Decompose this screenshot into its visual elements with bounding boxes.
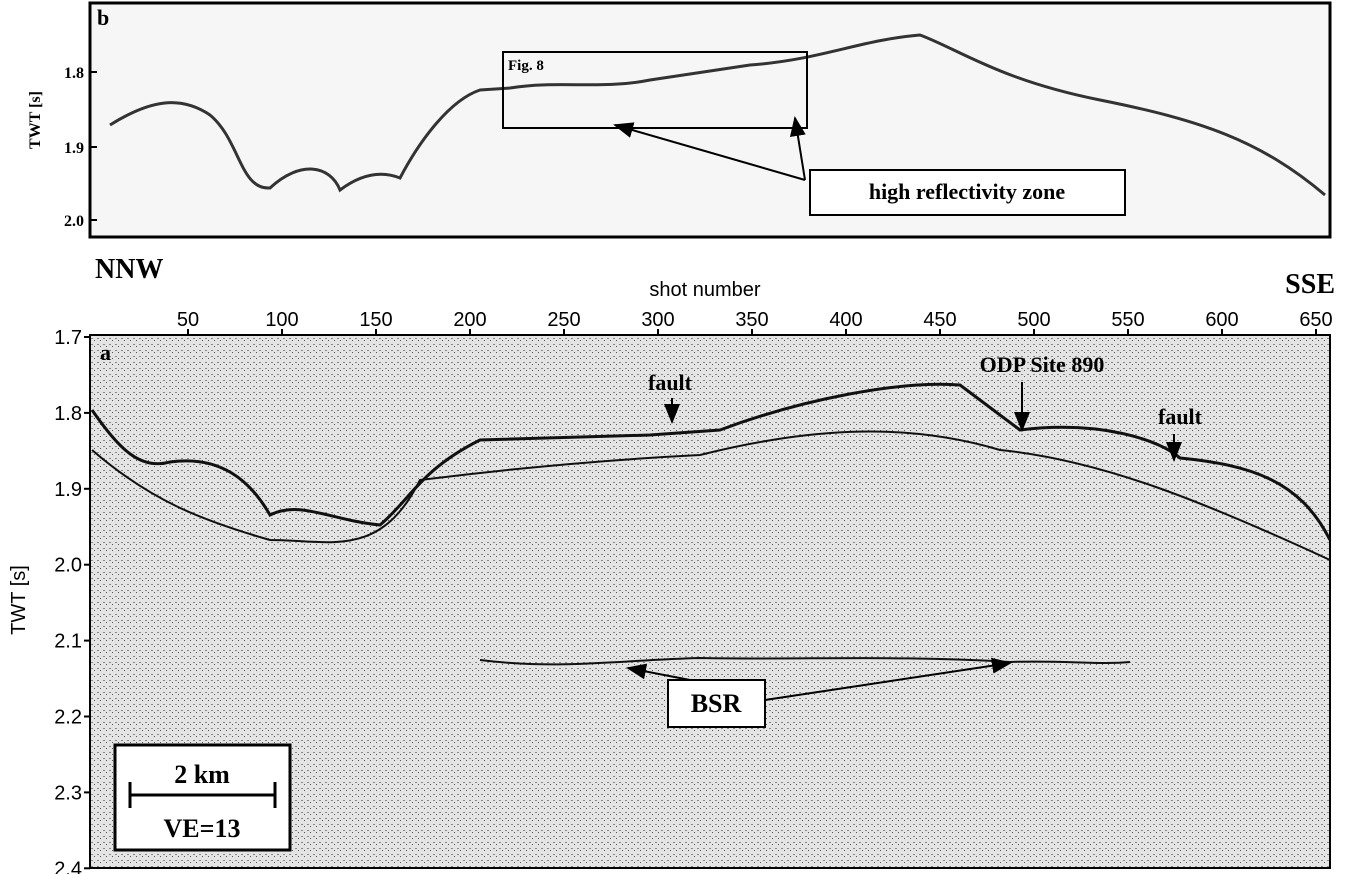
x-tick-label: 350	[735, 309, 768, 331]
x-tick-label: 500	[1017, 309, 1050, 331]
x-tick-label: 400	[829, 309, 862, 331]
y-tick-label: 2.1	[54, 631, 82, 653]
ve-label: VE=13	[164, 814, 241, 843]
panel-label: a	[100, 340, 111, 365]
y-tick-label: 1.9	[64, 140, 84, 157]
x-tick-label: 650	[1299, 309, 1332, 331]
x-tick-label: 250	[547, 309, 580, 331]
callout: high reflectivity zone	[869, 179, 1066, 204]
x-tick-label: 50	[177, 309, 199, 331]
y-tick-label: 2.2	[54, 707, 82, 729]
y-tick-label: 1.9	[54, 479, 82, 501]
y-tick-label: 2.4	[54, 858, 82, 874]
annotation: fault	[1158, 404, 1203, 429]
x-tick-label: 300	[641, 309, 674, 331]
callout: BSR	[691, 689, 742, 718]
direction-label: NNW	[95, 254, 163, 285]
x-tick-label: 450	[923, 309, 956, 331]
y-axis-label: TWT [s]	[8, 565, 30, 635]
x-tick-label: 200	[453, 309, 486, 331]
annotation: ODP Site 890	[980, 352, 1105, 377]
x-tick-label: 150	[359, 309, 392, 331]
panel-label: b	[97, 5, 109, 30]
y-tick-label: 2.0	[64, 213, 84, 230]
y-tick-label: 2.3	[54, 782, 82, 804]
direction-label: SSE	[1285, 269, 1335, 300]
y-tick-label: 1.7	[54, 327, 82, 349]
y-tick-label: 1.8	[54, 403, 82, 425]
annotation: fault	[648, 370, 693, 395]
y-axis-label: TWT [s]	[27, 91, 44, 149]
y-tick-label: 2.0	[54, 555, 82, 577]
figure: Fig. 8 b high reflectivity zone TWT [s] …	[0, 0, 1345, 874]
x-tick-label: 600	[1205, 309, 1238, 331]
x-tick-label: 100	[265, 309, 298, 331]
scale-bar-label: 2 km	[174, 760, 230, 789]
y-tick-label: 1.8	[64, 65, 84, 82]
x-tick-label: 550	[1111, 309, 1144, 331]
x-axis-label: shot number	[649, 279, 761, 301]
inset-label: Fig. 8	[508, 58, 544, 74]
panel-b-frame	[90, 3, 1330, 237]
